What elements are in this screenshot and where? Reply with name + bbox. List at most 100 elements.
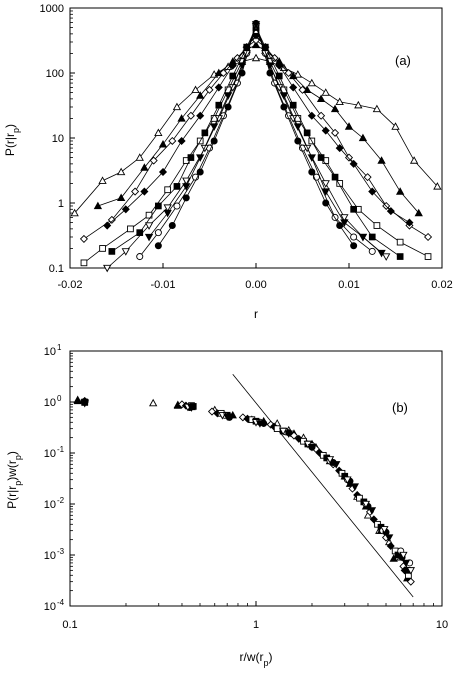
data-point <box>275 72 283 80</box>
data-point <box>173 202 181 210</box>
data-point <box>395 187 405 195</box>
data-point <box>177 136 186 146</box>
data-point <box>255 420 265 428</box>
x-tick-label: -0.01 <box>150 279 175 291</box>
data-point <box>191 85 200 94</box>
data-point <box>293 123 303 131</box>
y-tick-label: 0.1 <box>49 263 64 275</box>
y-tick-label: 1 <box>58 198 64 210</box>
data-point <box>163 209 172 218</box>
data-point <box>155 202 162 210</box>
x-tick-label: 10 <box>436 619 448 631</box>
data-point <box>361 500 371 509</box>
data-point <box>177 114 186 122</box>
x-tick-label: 0.1 <box>62 619 77 631</box>
data-point <box>332 461 341 469</box>
data-point <box>275 61 284 70</box>
data-point <box>373 222 381 229</box>
data-point <box>196 111 205 120</box>
panel-b-reference-line <box>232 374 414 598</box>
data-point <box>414 208 423 217</box>
data-point <box>409 156 419 164</box>
series-filled-inverted-triangle <box>144 21 386 258</box>
data-point <box>182 194 190 202</box>
data-point <box>368 247 376 255</box>
panel-a-x-axis-label: r <box>254 307 258 321</box>
data-point <box>335 97 344 106</box>
data-point <box>396 238 404 246</box>
data-point <box>293 70 303 78</box>
data-point <box>350 205 357 213</box>
data-point <box>121 248 130 256</box>
data-point <box>302 144 312 153</box>
data-point <box>336 180 344 187</box>
data-point <box>325 456 335 464</box>
data-point <box>182 177 191 186</box>
data-point <box>321 88 330 96</box>
data-point <box>154 242 162 250</box>
panel-b-x-axis-label: r/w(rp) <box>239 650 272 668</box>
data-point <box>210 137 218 145</box>
data-point <box>116 193 126 202</box>
data-point <box>228 61 237 70</box>
data-point <box>172 102 182 111</box>
data-point <box>135 153 144 161</box>
data-point <box>322 199 330 207</box>
y-tick-label: 100 <box>46 68 64 80</box>
data-point <box>158 139 168 148</box>
data-point <box>358 133 368 142</box>
y-tick-exponent: 1 <box>57 343 62 352</box>
series-filled-circle <box>154 19 358 250</box>
data-point <box>372 104 382 113</box>
data-point <box>321 126 330 135</box>
x-tick-label: -0.02 <box>57 279 82 291</box>
data-point <box>116 167 126 176</box>
data-point <box>307 78 316 87</box>
data-point <box>424 253 432 260</box>
data-point <box>386 207 395 216</box>
data-point <box>144 233 154 242</box>
data-point <box>251 21 261 29</box>
data-point <box>163 204 172 212</box>
data-point <box>140 187 149 196</box>
data-point <box>315 448 324 458</box>
data-point <box>224 103 232 111</box>
panel-b-annotation: (b) <box>392 400 408 415</box>
data-point <box>265 62 275 70</box>
data-point <box>396 253 404 260</box>
series-filled-inverted-triangle <box>80 399 411 568</box>
data-point <box>380 526 389 534</box>
data-point <box>149 398 158 407</box>
data-point <box>73 396 82 405</box>
panel-b-series <box>73 395 416 586</box>
y-tick-label: 10 <box>44 499 56 511</box>
data-point <box>136 229 144 236</box>
data-point <box>298 85 307 94</box>
data-point <box>187 404 196 412</box>
data-point <box>330 104 340 113</box>
data-point <box>317 111 326 120</box>
data-point <box>405 218 414 227</box>
data-point <box>251 36 261 45</box>
data-point <box>149 156 158 165</box>
data-point <box>321 188 330 196</box>
data-point <box>307 154 316 162</box>
data-point <box>363 173 372 182</box>
data-point <box>237 62 247 70</box>
x-tick-label: 0.01 <box>338 279 359 291</box>
data-point <box>214 83 223 92</box>
data-point <box>273 425 281 433</box>
panel-a-axes: 0.1 1 10 100 1000 -0.02 -0.01 0.00 0.01 0.02 <box>40 3 453 291</box>
data-point <box>186 111 195 120</box>
data-point <box>173 183 181 190</box>
data-point <box>406 567 416 575</box>
data-point <box>350 242 358 250</box>
data-point <box>406 577 415 586</box>
data-point <box>399 551 408 560</box>
data-point <box>317 154 325 161</box>
y-tick-exponent: -3 <box>57 547 65 556</box>
data-point <box>196 168 204 176</box>
y-tick-exponent: 0 <box>57 394 62 403</box>
y-tick-label: 10 <box>44 448 56 460</box>
